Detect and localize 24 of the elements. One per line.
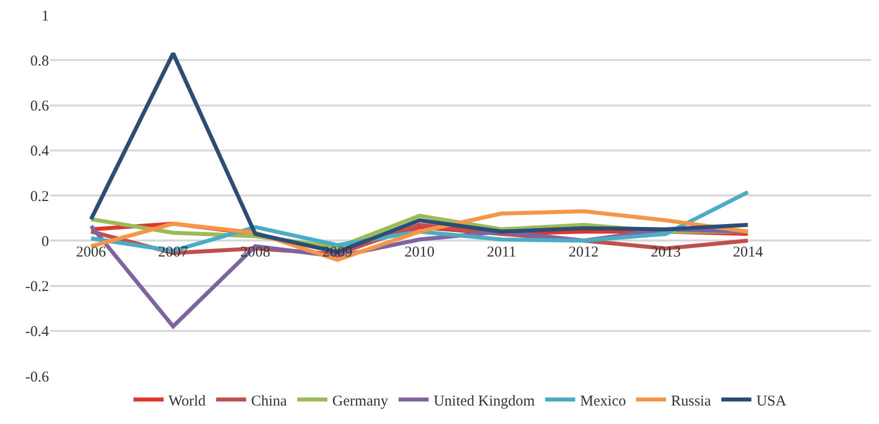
x-tick-label: 2013 [650,244,681,261]
legend-label: United Kingdom [434,393,536,410]
x-tick-label: 2007 [158,244,189,261]
x-tick-label: 2009 [322,244,352,261]
y-tick-label: 1 [42,8,49,24]
x-tick-label: 2011 [486,244,516,261]
y-tick-label: 0.2 [30,188,49,205]
legend-label: Germany [332,393,389,410]
legend-label: USA [756,393,787,410]
y-tick-label: 0 [42,234,49,250]
x-tick-label: 2010 [404,244,434,261]
y-tick-label: -0.4 [25,324,50,340]
legend-label: China [251,393,288,410]
x-tick-label: 2006 [76,244,107,261]
legend-label: World [168,393,206,410]
legend-label: Russia [671,393,712,410]
y-tick-label: 0.4 [30,144,50,160]
x-tick-label: 2014 [732,244,764,261]
x-tick-label: 2012 [568,244,599,261]
legend-label: Mexico [580,393,626,410]
y-tick-label: 0.8 [30,53,49,70]
y-tick-label: -0.6 [25,369,50,386]
y-tick-label: -0.2 [25,279,49,295]
y-tick-label: 0.6 [30,98,50,114]
